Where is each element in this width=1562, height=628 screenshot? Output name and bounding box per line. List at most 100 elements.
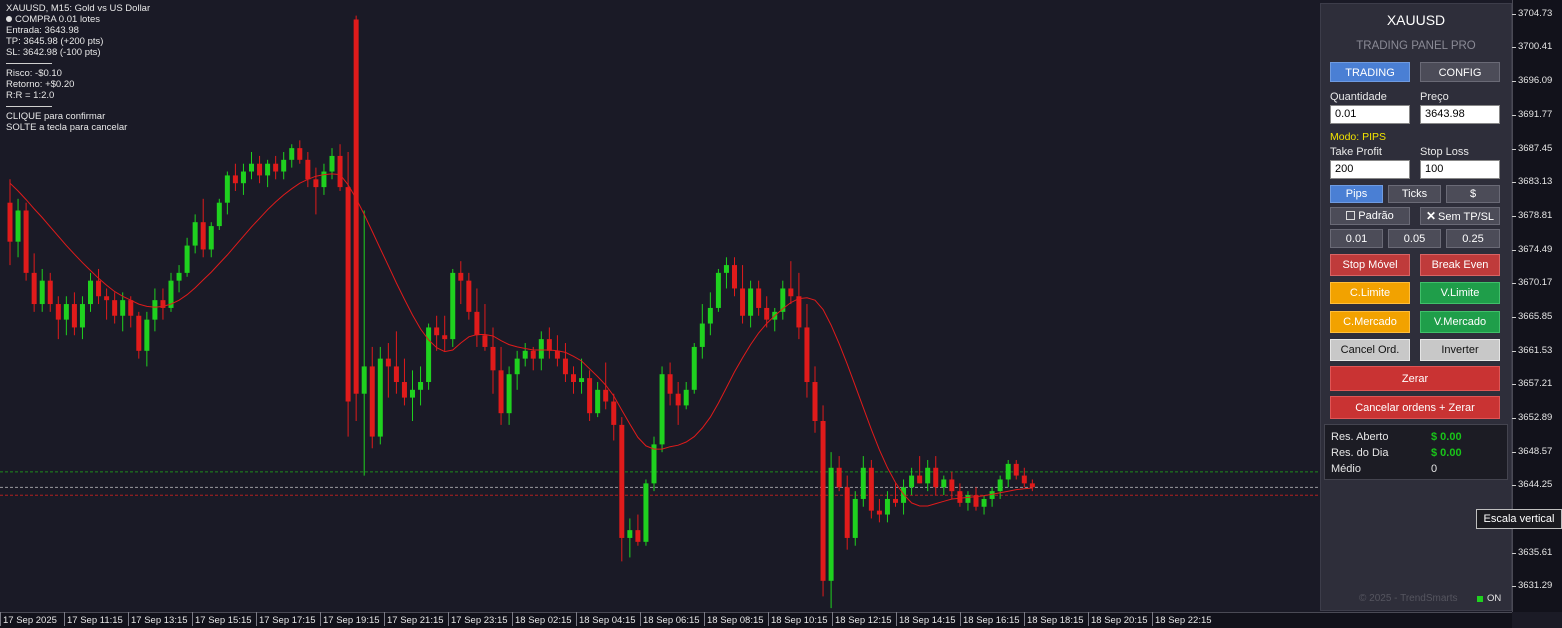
price-tick-label: 3648.57	[1511, 445, 1553, 457]
candle-body	[482, 335, 488, 347]
entry-price: Entrada: 3643.98	[6, 25, 79, 36]
stop-movel-button[interactable]: Stop Móvel	[1330, 254, 1410, 276]
lot-preset-3[interactable]: 0.25	[1446, 229, 1500, 248]
tab-config[interactable]: CONFIG	[1420, 62, 1500, 82]
candle-body	[715, 272, 721, 308]
candle-body	[756, 288, 762, 308]
tab-trading[interactable]: TRADING	[1330, 62, 1410, 82]
candle-body	[587, 378, 593, 414]
buy-limit-button[interactable]: C.Limite	[1330, 282, 1410, 304]
panel-footer: © 2025 - TrendSmarts	[1359, 593, 1458, 604]
time-tick-label: 18 Sep 22:15	[1152, 612, 1212, 626]
candle-body	[836, 467, 842, 488]
candle-body	[635, 530, 641, 542]
price-tick-label: 3657.21	[1511, 378, 1553, 390]
candle-body	[184, 245, 190, 273]
lot-preset-1[interactable]: 0.01	[1330, 229, 1383, 248]
dollar-button[interactable]: $	[1446, 185, 1500, 203]
tp-input[interactable]: 200	[1330, 160, 1410, 179]
candle-body	[546, 339, 552, 351]
time-tick-label: 17 Sep 15:15	[192, 612, 252, 626]
candle-body	[723, 265, 729, 273]
price-tick-label: 3652.89	[1511, 411, 1553, 423]
padrao-button[interactable]: Padrão	[1330, 207, 1410, 225]
candle-body	[691, 346, 697, 390]
candle-body	[337, 155, 343, 188]
candle-body	[804, 327, 810, 383]
candle-body	[933, 467, 939, 488]
candle-body	[965, 495, 971, 503]
chart-area[interactable]: XAUUSD, M15: Gold vs US Dollar COMPRA 0.…	[0, 0, 1512, 612]
candle-body	[868, 467, 874, 511]
lot-preset-2[interactable]: 0.05	[1388, 229, 1441, 248]
candle-body	[852, 498, 858, 538]
candle-body	[917, 475, 923, 484]
candle-body	[168, 280, 174, 308]
qty-input[interactable]: 0.01	[1330, 105, 1410, 124]
candle-body	[1021, 475, 1027, 484]
candle-body	[418, 382, 424, 390]
price-tick-label: 3674.49	[1511, 243, 1553, 255]
pips-button[interactable]: Pips	[1330, 185, 1383, 203]
candle-body	[860, 467, 866, 499]
candle-body	[345, 187, 351, 402]
candle-body	[208, 226, 214, 250]
candle-body	[31, 272, 37, 305]
time-axis[interactable]: 17 Sep 2025 17 Sep 11:15 17 Sep 13:15 17 Se…	[0, 612, 1512, 628]
candle-body	[651, 444, 657, 484]
candle-body	[707, 307, 713, 324]
candlestick-chart[interactable]	[0, 0, 1320, 612]
candle-body	[377, 358, 383, 437]
candle-body	[901, 487, 907, 503]
cancel-and-close-button[interactable]: Cancelar ordens + Zerar	[1330, 396, 1500, 419]
moving-average-line	[9, 173, 1033, 507]
candle-body	[884, 498, 890, 515]
candle-body	[329, 155, 335, 172]
time-tick-label: 18 Sep 14:15	[896, 612, 956, 626]
break-even-button[interactable]: Break Even	[1420, 254, 1500, 276]
candle-body	[63, 304, 69, 320]
candle-body	[176, 272, 182, 281]
ticks-button[interactable]: Ticks	[1388, 185, 1441, 203]
divider	[6, 63, 52, 64]
time-tick-label: 17 Sep 23:15	[448, 612, 508, 626]
candle-body	[748, 288, 754, 316]
candle-body	[530, 350, 536, 359]
price-input[interactable]: 3643.98	[1420, 105, 1500, 124]
price-tick-label: 3696.09	[1511, 75, 1553, 87]
day-result-label: Res. do Dia	[1331, 447, 1389, 459]
cancel-orders-button[interactable]: Cancel Ord.	[1330, 339, 1410, 361]
trading-panel: XAUUSD TRADING PANEL PRO TRADING CONFIG …	[1320, 3, 1512, 611]
candle-body	[297, 148, 303, 160]
day-result-value: $ 0.00	[1431, 447, 1462, 459]
candle-body	[812, 382, 818, 421]
candle-body	[71, 304, 77, 328]
mode-label: Modo: PIPS	[1330, 131, 1387, 143]
candle-body	[442, 335, 448, 340]
candle-body	[55, 304, 61, 320]
open-result-value: $ 0.00	[1431, 431, 1462, 443]
candle-body	[554, 350, 560, 359]
candle-body	[925, 467, 931, 484]
average-value: 0	[1431, 463, 1438, 475]
buy-market-button[interactable]: C.Mercado	[1330, 311, 1410, 333]
tp-label: Take Profit	[1330, 146, 1382, 158]
time-tick-label: 18 Sep 16:15	[960, 612, 1020, 626]
candle-body	[699, 323, 705, 347]
candle-body	[128, 300, 134, 316]
sem-tpsl-button[interactable]: ✕ Sem TP/SL	[1420, 207, 1500, 225]
sell-market-button[interactable]: V.Mercado	[1420, 311, 1500, 333]
candle-body	[249, 163, 254, 172]
zerar-button[interactable]: Zerar	[1330, 366, 1500, 391]
candle-body	[393, 366, 399, 383]
results-box: Res. Aberto $ 0.00 Res. do Dia $ 0.00 Mé…	[1324, 424, 1508, 480]
candle-body	[1013, 463, 1019, 476]
sell-limit-button[interactable]: V.Limite	[1420, 282, 1500, 304]
candle-body	[305, 159, 311, 180]
sl-input[interactable]: 100	[1420, 160, 1500, 179]
candle-body	[506, 374, 512, 414]
price-tick-label: 3665.85	[1511, 310, 1553, 322]
price-tick-label: 3670.17	[1511, 277, 1553, 289]
invert-button[interactable]: Inverter	[1420, 339, 1500, 361]
candle-body	[989, 491, 995, 499]
